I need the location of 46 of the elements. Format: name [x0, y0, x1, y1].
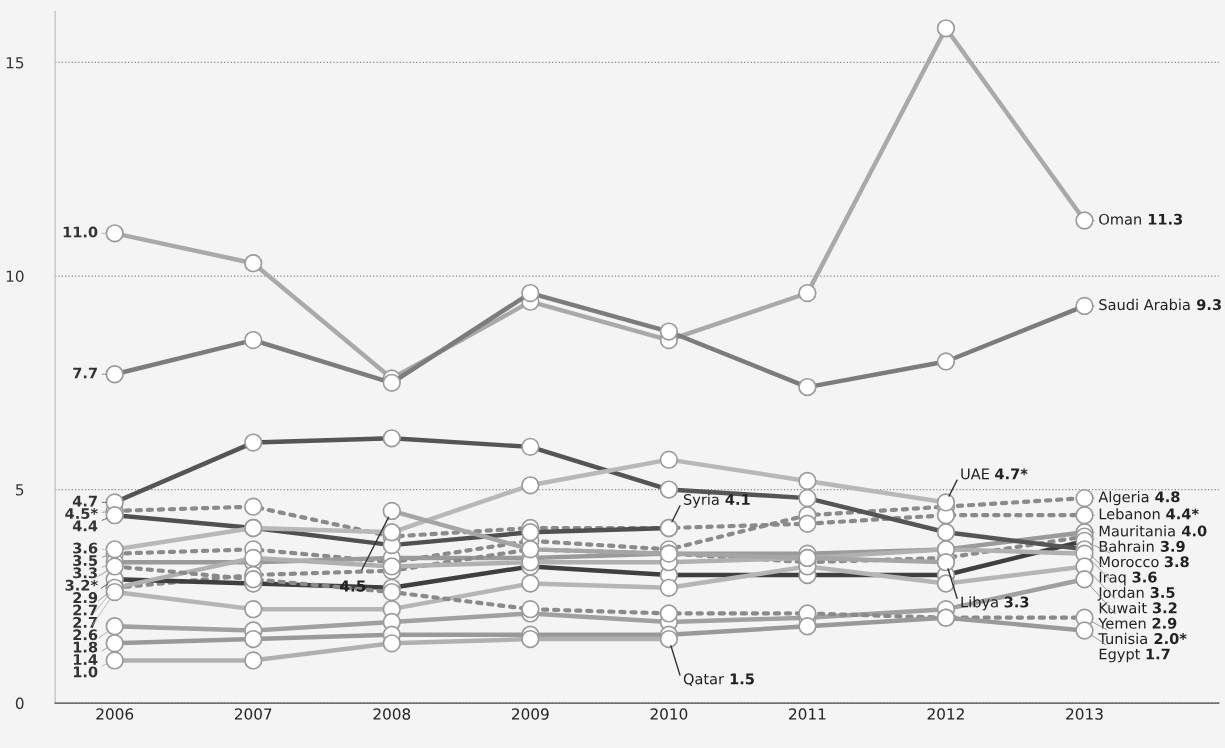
x-tick-label: 2006 [96, 708, 134, 720]
data-label: 7.7 [73, 367, 97, 379]
x-tick-label: 2010 [650, 708, 688, 720]
x-tick-label: 2012 [927, 708, 964, 720]
annotation: Egypt 1.7 [1099, 648, 1170, 663]
data-label: 1.8 [73, 641, 98, 653]
data-label: 1.0 [73, 666, 98, 678]
data-label: 2.9 [73, 592, 98, 604]
annotation: UAE 4.7* [961, 468, 1028, 480]
x-tick-label: 2011 [789, 708, 826, 720]
annotation: Libya 3.3 [961, 596, 1029, 611]
annotation: Iraq 3.6 [1099, 571, 1157, 586]
annotation: Algeria 4.8 [1098, 491, 1180, 506]
data-label: 2.6 [73, 629, 98, 641]
data-label: 4.5 [340, 580, 366, 592]
x-tick-label: 2007 [234, 708, 272, 720]
annotation: Yemen 2.9 [1098, 617, 1177, 629]
data-label: 3.6 [73, 542, 98, 554]
annotation: Oman 11.3 [1099, 213, 1183, 225]
y-tick-label: 5 [16, 484, 24, 496]
data-label: 4.4 [72, 520, 98, 532]
data-label: 2.7 [73, 616, 97, 628]
y-tick-label: 15 [6, 57, 24, 69]
data-label: 11.0 [63, 226, 98, 238]
data-label: 3.2* [65, 579, 98, 591]
annotation: Saudi Arabia 9.3 [1099, 298, 1221, 311]
x-tick-label: 2008 [373, 708, 411, 720]
data-label: 1.4 [73, 654, 98, 665]
x-tick-label: 2013 [1066, 708, 1103, 720]
data-label: 4.5* [65, 507, 98, 519]
annotation: Jordan 3.5 [1097, 586, 1175, 601]
data-label: 2.7 [73, 604, 97, 616]
annotation: Qatar 1.5 [683, 673, 754, 687]
x-tick-label: 2009 [512, 708, 549, 720]
annotation: Bahrain 3.9 [1099, 540, 1185, 552]
data-label: 3.3 [73, 567, 97, 579]
annotation: Kuwait 3.2 [1099, 602, 1177, 614]
annotation: Lebanon 4.4* [1099, 508, 1199, 520]
data-label: 3.5 [73, 554, 98, 566]
y-tick-label: 0 [15, 697, 24, 710]
annotation: Syria 4.1 [683, 493, 750, 508]
annotation: Morocco 3.8 [1099, 556, 1189, 568]
annotation: Tunisia 2.0* [1098, 632, 1187, 645]
annotation: Mauritania 4.0 [1099, 525, 1207, 537]
y-tick-label: 10 [6, 270, 24, 283]
data-label: 4.7 [72, 495, 97, 507]
